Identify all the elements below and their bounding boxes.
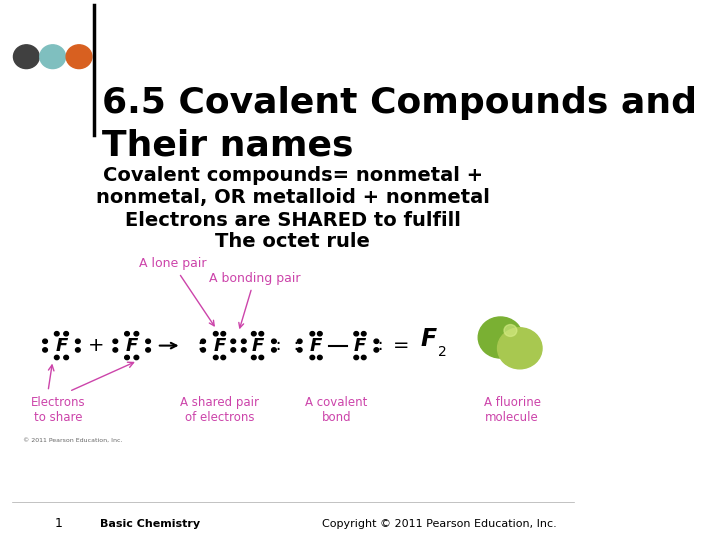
Circle shape xyxy=(14,45,39,69)
Circle shape xyxy=(310,332,315,336)
Text: F: F xyxy=(354,336,366,355)
Text: =: = xyxy=(392,336,409,355)
Circle shape xyxy=(231,339,235,343)
Circle shape xyxy=(259,332,264,336)
Text: Basic Chemistry: Basic Chemistry xyxy=(99,519,199,529)
Circle shape xyxy=(64,332,68,336)
Text: 1: 1 xyxy=(55,517,63,530)
Text: The octet rule: The octet rule xyxy=(215,232,370,252)
Circle shape xyxy=(231,348,235,352)
Circle shape xyxy=(259,355,264,360)
Circle shape xyxy=(64,355,68,360)
Circle shape xyxy=(361,332,366,336)
Circle shape xyxy=(40,45,66,69)
Circle shape xyxy=(374,348,379,352)
Text: A shared pair
of electrons: A shared pair of electrons xyxy=(180,396,259,424)
Text: 2: 2 xyxy=(438,345,446,359)
Circle shape xyxy=(42,348,48,352)
Circle shape xyxy=(42,339,48,343)
Text: nonmetal, OR metalloid + nonmetal: nonmetal, OR metalloid + nonmetal xyxy=(96,187,490,207)
Circle shape xyxy=(297,348,302,352)
Circle shape xyxy=(251,355,256,360)
Circle shape xyxy=(113,339,117,343)
Circle shape xyxy=(478,317,523,358)
Text: F: F xyxy=(251,336,264,355)
Circle shape xyxy=(201,348,205,352)
Text: A bonding pair: A bonding pair xyxy=(209,272,300,328)
Circle shape xyxy=(66,45,92,69)
Text: A lone pair: A lone pair xyxy=(139,257,214,326)
Text: A covalent
bond: A covalent bond xyxy=(305,396,368,424)
Circle shape xyxy=(134,332,139,336)
Circle shape xyxy=(241,348,246,352)
Circle shape xyxy=(145,339,150,343)
Circle shape xyxy=(354,355,359,360)
Text: Covalent compounds= nonmetal +: Covalent compounds= nonmetal + xyxy=(103,166,482,185)
Circle shape xyxy=(55,332,59,336)
Circle shape xyxy=(504,325,517,336)
Circle shape xyxy=(113,348,117,352)
Circle shape xyxy=(201,339,205,343)
Circle shape xyxy=(271,339,276,343)
Circle shape xyxy=(361,355,366,360)
Text: F: F xyxy=(310,336,323,355)
Text: F: F xyxy=(421,327,437,351)
Circle shape xyxy=(251,332,256,336)
Circle shape xyxy=(241,339,246,343)
Circle shape xyxy=(498,328,542,369)
Circle shape xyxy=(76,348,80,352)
Circle shape xyxy=(374,339,379,343)
Text: :: : xyxy=(292,338,301,353)
Circle shape xyxy=(318,355,322,360)
Text: :: : xyxy=(273,338,282,353)
Text: Electrons are SHARED to fulfill: Electrons are SHARED to fulfill xyxy=(125,211,461,230)
Circle shape xyxy=(354,332,359,336)
Text: :: : xyxy=(375,338,384,353)
Circle shape xyxy=(318,332,322,336)
Circle shape xyxy=(125,355,130,360)
Text: A fluorine
molecule: A fluorine molecule xyxy=(484,396,541,424)
Circle shape xyxy=(213,332,218,336)
Text: +: + xyxy=(89,336,105,355)
Circle shape xyxy=(134,355,139,360)
Circle shape xyxy=(297,339,302,343)
Text: :: : xyxy=(195,338,204,353)
Text: F: F xyxy=(125,336,138,355)
Circle shape xyxy=(145,348,150,352)
Circle shape xyxy=(271,348,276,352)
Circle shape xyxy=(76,339,80,343)
Text: Electrons
to share: Electrons to share xyxy=(31,396,86,424)
Text: F: F xyxy=(213,336,225,355)
Circle shape xyxy=(221,355,225,360)
Circle shape xyxy=(213,355,218,360)
Circle shape xyxy=(310,355,315,360)
Circle shape xyxy=(125,332,130,336)
Text: © 2011 Pearson Education, Inc.: © 2011 Pearson Education, Inc. xyxy=(24,437,123,443)
Circle shape xyxy=(221,332,225,336)
Text: 6.5 Covalent Compounds and
Their names: 6.5 Covalent Compounds and Their names xyxy=(102,86,698,163)
Text: F: F xyxy=(55,336,68,355)
Circle shape xyxy=(55,355,59,360)
Text: Copyright © 2011 Pearson Education, Inc.: Copyright © 2011 Pearson Education, Inc. xyxy=(322,519,557,529)
